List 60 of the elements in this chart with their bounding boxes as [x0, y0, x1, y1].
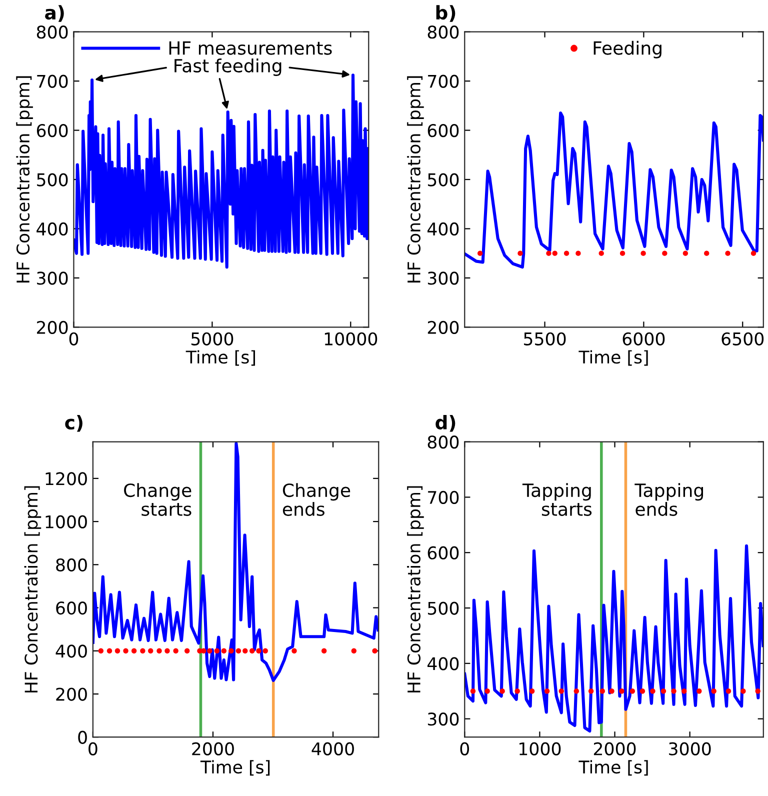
y-tick-label: 300 [37, 272, 68, 285]
y-axis-title: HF Concentration [ppm] [407, 486, 424, 692]
y-tick-label: 600 [428, 546, 459, 560]
x-tick-label: 5500 [524, 332, 566, 346]
x-tick-label: 0 [460, 742, 470, 756]
y-axis-title: HF Concentration [ppm] [16, 76, 33, 282]
x-tick-label: 6500 [722, 332, 764, 346]
y-tick-label: 600 [428, 124, 459, 138]
y-tick-label: 700 [37, 74, 68, 88]
ref-line-label: Change starts [124, 483, 192, 516]
y-tick-label: 400 [36, 222, 68, 236]
x-tick-label: 3000 [669, 742, 711, 756]
x-tick-label: 0 [88, 742, 98, 756]
y-tick-label: 700 [428, 490, 459, 504]
annotation: Fast feeding [174, 58, 282, 76]
y-tick-label: 1000 [46, 515, 87, 528]
ref-line-label: Tapping ends [634, 483, 704, 516]
y-tick-label: 200 [428, 320, 459, 334]
chart-title: c) [65, 415, 82, 432]
line-series [464, 112, 764, 269]
y-tick-label: 400 [427, 657, 459, 670]
y-tick-label: 500 [37, 173, 68, 186]
y-tick-label: 800 [428, 435, 459, 449]
ref-line-label: Tapping starts [522, 483, 592, 516]
y-tick-label: 1200 [46, 472, 87, 486]
y-tick-label: 400 [56, 644, 87, 658]
x-axis-title: Time [s] [578, 350, 648, 366]
x-tick-label: 4000 [312, 742, 354, 756]
y-tick-label: 700 [428, 74, 459, 88]
y-tick-label: 300 [428, 272, 459, 285]
y-tick-label: 200 [56, 688, 87, 701]
y-tick-label: 0 [78, 730, 87, 744]
y-axis-title: HF Concentration [ppm] [24, 486, 42, 692]
x-tick-label: 5000 [191, 332, 234, 346]
ref-line-label: Change ends [282, 483, 350, 516]
y-tick-label: 500 [428, 602, 459, 615]
legend-label: Feeding [594, 40, 662, 58]
chart-title: a) [45, 5, 64, 22]
y-tick-label: 800 [36, 26, 68, 39]
x-axis-title: Time [s] [578, 760, 648, 776]
x-tick-label: 6000 [622, 332, 665, 346]
x-axis-title: Time [s] [200, 760, 270, 776]
x-axis-title: Time [s] [186, 350, 255, 366]
y-tick-label: 800 [56, 558, 87, 572]
y-tick-label: 400 [427, 222, 459, 236]
y-tick-label: 200 [37, 320, 68, 334]
y-axis-title: HF Concentration [ppm] [407, 76, 424, 282]
y-tick-label: 300 [428, 712, 459, 726]
line-series [464, 544, 764, 733]
y-tick-label: 600 [36, 124, 68, 138]
y-tick-label: 800 [428, 26, 459, 39]
y-tick-label: 600 [56, 601, 87, 615]
x-tick-label: 1000 [520, 742, 561, 756]
chart-title: b) [436, 5, 456, 22]
x-tick-label: 10000 [324, 332, 378, 346]
chart-title: d) [436, 415, 456, 432]
legend-label: HF measurements [169, 41, 332, 55]
x-tick-label: 2000 [192, 742, 234, 756]
y-tick-label: 500 [428, 173, 459, 186]
x-tick-label: 2000 [594, 742, 636, 756]
